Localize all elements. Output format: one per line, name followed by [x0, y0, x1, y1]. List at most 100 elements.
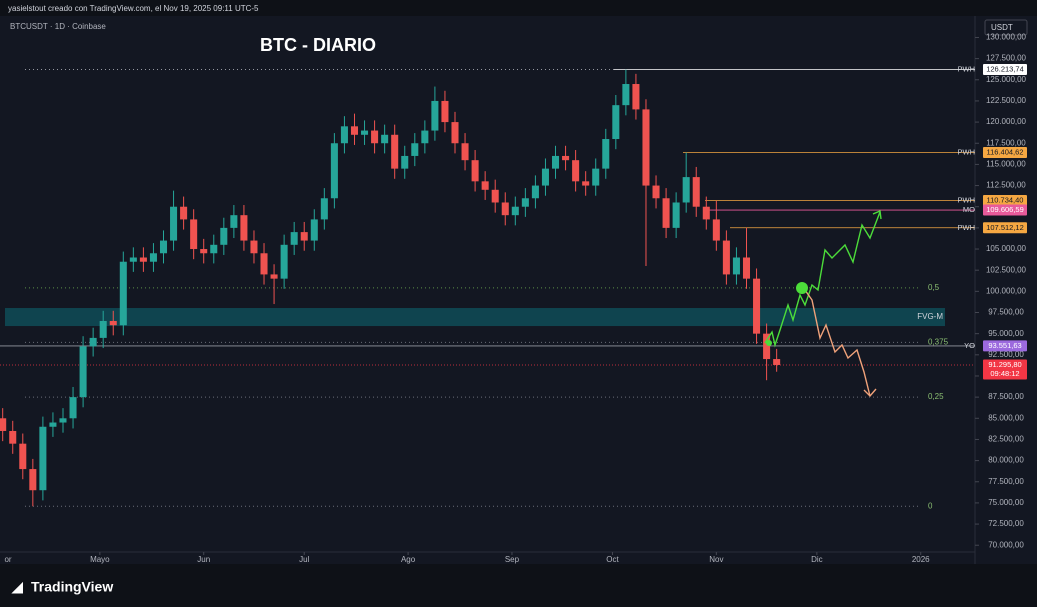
candle-body — [79, 346, 87, 398]
candle-body — [763, 333, 771, 360]
y-tick-label: 97.500,00 — [988, 308, 1024, 317]
x-tick-label: Nov — [709, 555, 723, 564]
fvg-zone — [5, 308, 945, 327]
y-tick-label: 85.000,00 — [988, 413, 1024, 422]
fib-label: 0,25 — [928, 392, 944, 401]
symbol: BTCUSDT · 1D · Coinbase — [10, 22, 106, 31]
candle-body — [612, 105, 620, 140]
level-value: 93.551,63 — [988, 341, 1021, 350]
y-tick-label: 87.500,00 — [988, 392, 1024, 401]
arrow-head — [872, 209, 882, 220]
candle-body — [371, 130, 379, 144]
level-name: PWH — [958, 64, 976, 73]
y-tick-label: 82.500,00 — [988, 435, 1024, 444]
bear-path — [804, 289, 871, 397]
level-value: 107.512,12 — [986, 223, 1024, 232]
zone-label: FVG-M — [917, 312, 943, 321]
candle-body — [431, 100, 439, 131]
candle-body — [381, 134, 389, 144]
candle-body — [551, 155, 560, 169]
candle-body — [451, 122, 459, 144]
level-tag — [983, 222, 1027, 234]
caption: yasielstout creado con TradingView.com, … — [8, 4, 259, 13]
candle-body — [340, 126, 348, 144]
candle-body — [441, 100, 449, 123]
x-tick-label: Jul — [299, 555, 309, 564]
level-name: PWH — [958, 223, 976, 232]
candle-body — [59, 418, 67, 423]
candle-body — [411, 143, 419, 156]
level-tag — [983, 195, 1027, 207]
x-tick-label: 2026 — [912, 555, 930, 564]
candle-body — [682, 177, 690, 203]
candle-body — [361, 130, 369, 135]
candle-body — [109, 320, 117, 326]
candle-body — [541, 168, 549, 186]
candle-body — [159, 240, 168, 254]
level-tag — [983, 204, 1027, 216]
bull-path — [764, 211, 881, 348]
y-tick-label: 105.000,00 — [986, 244, 1027, 253]
candle-body — [300, 232, 308, 241]
level-value: 110.734,40 — [987, 195, 1024, 204]
y-tick-label: 125.000,00 — [986, 75, 1027, 84]
candle-body — [330, 143, 338, 199]
projection — [764, 209, 882, 398]
candle-body — [310, 219, 318, 241]
candle-body — [622, 84, 630, 106]
currency: USDT — [991, 23, 1013, 32]
fib-label: 0,375 — [928, 338, 949, 347]
candle-body — [180, 206, 188, 220]
y-tick-label: 120.000,00 — [986, 117, 1027, 126]
candle-body — [702, 206, 710, 220]
candle-body — [139, 257, 147, 262]
candle-body — [39, 426, 47, 491]
candle-body — [672, 202, 680, 228]
x-tick-label: Mayo — [90, 555, 110, 564]
candle-body — [149, 253, 157, 262]
candle-body — [0, 418, 7, 431]
candle-body — [260, 253, 268, 275]
candle-body — [240, 215, 248, 241]
candle-body — [190, 219, 198, 250]
chart-title: BTC - DIARIO — [260, 35, 376, 55]
y-tick-label: 92.500,00 — [988, 350, 1024, 359]
fib-label: 0,5 — [928, 283, 940, 292]
candle-body — [421, 130, 429, 144]
candle-body — [280, 244, 288, 279]
current-value: 91.295,80 — [988, 360, 1021, 369]
currency-box — [984, 19, 1028, 36]
brand: TradingView — [31, 579, 113, 595]
candle-body — [29, 469, 37, 491]
candle-body — [692, 177, 700, 207]
y-tick-label: 102.500,00 — [986, 265, 1027, 274]
current-time: 09:48:12 — [990, 369, 1019, 378]
candle-body — [220, 227, 228, 245]
x-tick-label: Ago — [401, 555, 416, 564]
level-value: 116.404,62 — [987, 148, 1024, 157]
marker — [796, 282, 808, 294]
y-tick-label: 80.000,00 — [988, 456, 1024, 465]
candle-body — [732, 257, 740, 275]
level-tag — [983, 340, 1027, 352]
x-tick-label: Jun — [197, 555, 210, 564]
y-tick-label: 130.000,00 — [986, 33, 1027, 42]
candle-body — [471, 160, 479, 182]
marker — [766, 340, 772, 346]
level-value: 126.213,74 — [986, 64, 1024, 73]
candle-body — [722, 240, 730, 275]
y-tick-label: 70.000,00 — [988, 540, 1024, 549]
y-tick-label: 122.500,00 — [986, 96, 1027, 105]
level-tag — [983, 64, 1027, 76]
candle-body — [521, 198, 529, 207]
candle-body — [602, 139, 610, 169]
candle-body — [632, 84, 640, 110]
x-tick-label: or — [4, 555, 11, 564]
level-value: 109.606,59 — [986, 205, 1024, 214]
candle-body — [250, 240, 258, 254]
candle-body — [270, 274, 278, 279]
candle-body — [461, 143, 469, 161]
x-tick-label: Dic — [811, 555, 823, 564]
y-tick-label: 77.500,00 — [988, 477, 1024, 486]
